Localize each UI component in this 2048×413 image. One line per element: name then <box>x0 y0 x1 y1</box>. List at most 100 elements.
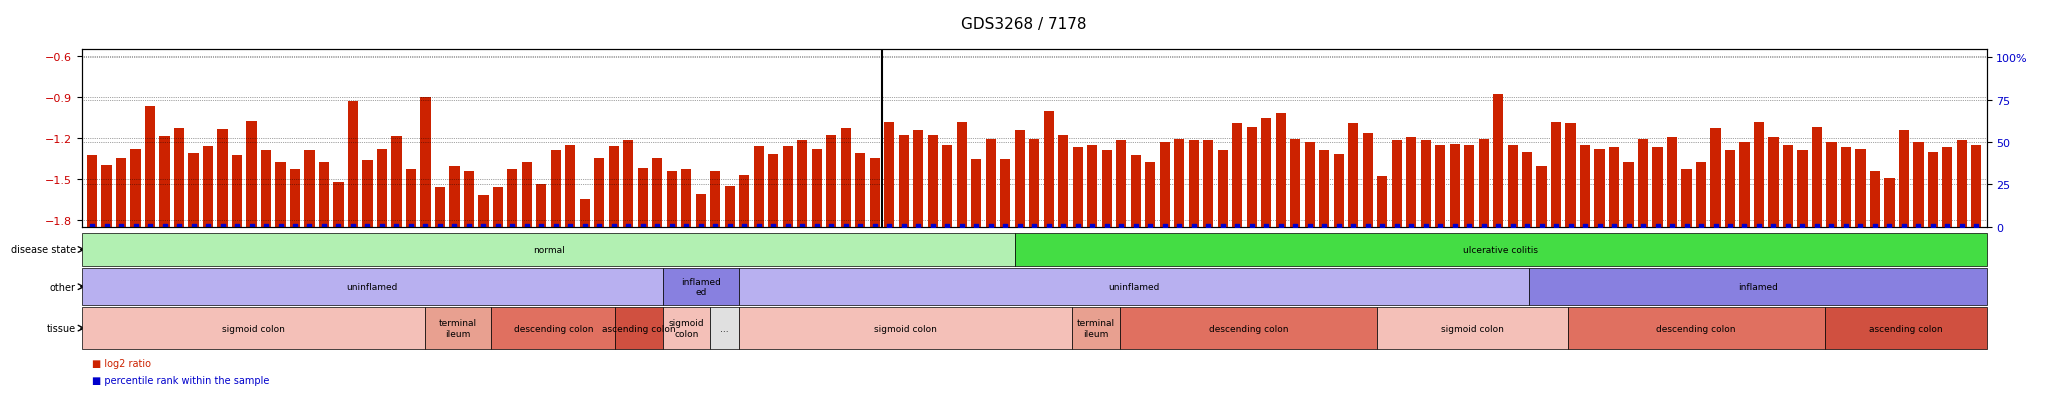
Point <box>1235 223 1268 230</box>
Bar <box>1059 136 1069 227</box>
Bar <box>1913 142 1923 227</box>
Point <box>221 223 254 230</box>
Bar <box>1436 146 1446 227</box>
Bar <box>1421 141 1432 227</box>
Text: ulcerative colitis: ulcerative colitis <box>1464 245 1538 254</box>
Bar <box>203 147 213 227</box>
Point <box>293 223 326 230</box>
Bar <box>1681 170 1692 227</box>
Point <box>438 223 471 230</box>
Point <box>90 223 123 230</box>
Bar <box>1841 148 1851 227</box>
Bar <box>305 151 315 227</box>
Bar <box>1333 154 1343 227</box>
Point <box>193 223 225 230</box>
Point <box>381 223 414 230</box>
Bar <box>217 130 227 227</box>
Bar <box>391 137 401 227</box>
Point <box>1626 223 1659 230</box>
Bar <box>231 156 242 227</box>
Text: normal: normal <box>532 245 565 254</box>
Point <box>670 223 702 230</box>
Text: terminal
ileum: terminal ileum <box>1077 319 1116 338</box>
Bar <box>274 163 285 227</box>
Bar <box>1044 112 1055 227</box>
Point <box>713 223 745 230</box>
Point <box>1149 223 1182 230</box>
Point <box>1380 223 1413 230</box>
Bar <box>1653 148 1663 227</box>
Point <box>350 223 383 230</box>
Bar <box>1667 138 1677 227</box>
Bar <box>1927 153 1937 227</box>
Point <box>1843 223 1876 230</box>
Bar <box>768 155 778 227</box>
Bar <box>494 188 504 227</box>
Point <box>801 223 834 230</box>
Bar <box>985 139 995 227</box>
Point <box>858 223 891 230</box>
Bar <box>811 149 821 227</box>
Bar <box>434 188 444 227</box>
Point <box>1772 223 1804 230</box>
Point <box>684 223 717 230</box>
Point <box>829 223 862 230</box>
Bar <box>1276 114 1286 227</box>
Bar <box>565 145 575 227</box>
Bar <box>1407 138 1415 227</box>
Text: descending colon: descending colon <box>1657 324 1737 333</box>
Bar <box>1159 142 1169 227</box>
Point <box>1757 223 1790 230</box>
Point <box>147 223 180 230</box>
Bar <box>797 141 807 227</box>
Bar <box>1753 122 1763 227</box>
Bar <box>1595 150 1606 227</box>
Bar <box>1319 151 1329 227</box>
Bar <box>999 159 1010 227</box>
Point <box>1597 223 1630 230</box>
Point <box>1104 223 1137 230</box>
Point <box>975 223 1008 230</box>
Bar <box>842 129 850 227</box>
Point <box>1554 223 1587 230</box>
Point <box>1004 223 1036 230</box>
Point <box>236 223 268 230</box>
Point <box>1583 223 1616 230</box>
Text: sigmoid colon: sigmoid colon <box>221 324 285 333</box>
Point <box>1540 223 1573 230</box>
Point <box>1278 223 1311 230</box>
Text: ascending colon: ascending colon <box>602 324 676 333</box>
Point <box>1888 223 1921 230</box>
Point <box>1120 223 1153 230</box>
Point <box>584 223 616 230</box>
Text: ■ percentile rank within the sample: ■ percentile rank within the sample <box>92 375 270 385</box>
Point <box>496 223 528 230</box>
Point <box>1018 223 1051 230</box>
Bar <box>1102 151 1112 227</box>
Point <box>887 223 920 230</box>
Point <box>1700 223 1733 230</box>
Bar <box>1638 139 1649 227</box>
Point <box>598 223 631 230</box>
Point <box>1612 223 1645 230</box>
Bar <box>348 102 358 227</box>
Bar <box>551 151 561 227</box>
Text: disease state: disease state <box>10 245 76 255</box>
Text: uninflamed: uninflamed <box>346 282 397 292</box>
Point <box>1163 223 1196 230</box>
Point <box>1800 223 1833 230</box>
Point <box>250 223 283 230</box>
Point <box>481 223 514 230</box>
Text: GDS3268 / 7178: GDS3268 / 7178 <box>961 17 1087 31</box>
Point <box>162 223 195 230</box>
Point <box>1090 223 1122 230</box>
Point <box>1206 223 1239 230</box>
Bar <box>1450 144 1460 227</box>
Bar <box>86 156 96 227</box>
Bar <box>1290 139 1300 227</box>
Point <box>1323 223 1356 230</box>
Bar <box>956 122 967 227</box>
Bar <box>420 97 430 227</box>
Point <box>1655 223 1688 230</box>
Point <box>1061 223 1094 230</box>
